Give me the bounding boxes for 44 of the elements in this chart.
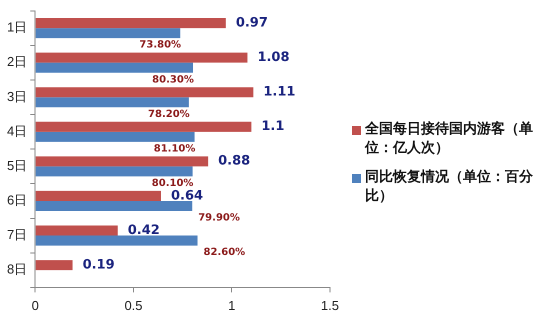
bar — [36, 190, 161, 201]
y-tick-label: 6日 — [6, 192, 28, 208]
x-tick-label: 0 — [32, 298, 39, 313]
legend-label: 全国每日接待国内游客（单位：亿人次） — [365, 120, 534, 158]
bar — [36, 226, 118, 236]
data-label: 79.90% — [198, 212, 240, 224]
bar — [36, 260, 73, 270]
data-label: 1.08 — [257, 50, 290, 66]
bar — [36, 62, 194, 73]
bar — [36, 156, 208, 166]
y-tick-label: 7日 — [6, 227, 28, 242]
data-label: 0.88 — [218, 154, 250, 169]
bar — [36, 87, 254, 98]
data-label: 80.10% — [152, 178, 194, 190]
y-tick-label: 2日 — [6, 54, 28, 70]
y-tick-label: 1日 — [6, 20, 28, 35]
data-label: 0.97 — [236, 15, 268, 30]
data-label: 78.20% — [148, 108, 190, 120]
bar — [36, 200, 192, 211]
bar — [36, 132, 195, 142]
x-tick-label: 1 — [228, 298, 236, 313]
bar — [36, 28, 180, 38]
bar — [36, 122, 252, 132]
data-label: 73.80% — [139, 40, 182, 51]
data-label: 1.11 — [263, 84, 296, 100]
data-label: 0.64 — [170, 188, 204, 204]
y-tick-label: 5日 — [6, 158, 28, 173]
y-tick-label: 3日 — [6, 88, 28, 104]
bar — [36, 97, 189, 108]
bar — [36, 166, 193, 176]
bar — [36, 18, 226, 28]
data-label: 82.60% — [204, 247, 246, 258]
data-label: 80.30% — [152, 74, 194, 86]
data-label: 0.42 — [128, 222, 160, 238]
y-tick-label: 4日 — [6, 123, 28, 138]
data-label: 0.19 — [82, 257, 115, 272]
data-label: 1.1 — [261, 119, 284, 134]
x-tick-label: 1.5 — [320, 298, 340, 313]
bar — [36, 236, 198, 246]
legend-label: 同比恢复情况（单位：百分比） — [365, 168, 534, 206]
y-tick-label: 8日 — [6, 262, 28, 277]
bar — [36, 52, 248, 63]
x-tick-label: 0.5 — [124, 298, 143, 313]
data-label: 81.10% — [154, 143, 196, 154]
